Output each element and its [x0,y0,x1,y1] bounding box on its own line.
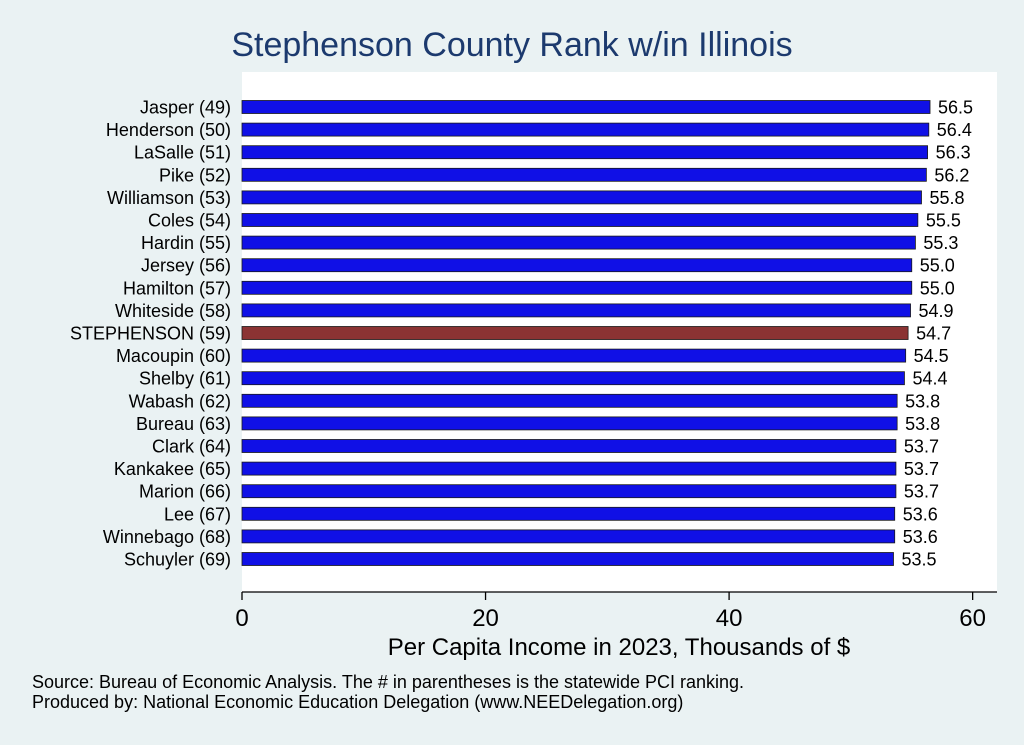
category-label: Pike (52) [159,165,231,185]
category-label: Schuyler (69) [124,550,231,570]
x-tick-label: 0 [235,605,248,632]
value-label: 56.5 [938,98,973,118]
bar [241,122,930,137]
bar [241,235,916,250]
category-labels-group: Jasper (49) 56.5 Henderson (50) 56.4 LaSalle… [70,98,973,570]
bar [241,258,913,273]
value-label: 53.7 [904,437,939,457]
source-note: Source: Bureau of Economic Analysis. The… [32,672,745,692]
category-label: Whiteside (58) [115,301,231,321]
category-label: Marion (66) [139,482,231,502]
category-label: Coles (54) [148,211,231,231]
bar [241,371,905,386]
bar [241,213,919,227]
category-label: STEPHENSON (59) [70,324,231,344]
category-label: LaSalle (51) [134,143,231,163]
value-label: 53.6 [903,527,938,547]
value-label: 56.3 [936,143,971,163]
category-label: Lee (67) [164,504,231,524]
bar [241,484,897,499]
value-label: 53.6 [903,504,938,524]
category-label: Williamson (53) [107,188,231,208]
value-label: 53.7 [904,459,939,479]
bar [241,393,898,408]
x-axis-ticks-group: 0 20 40 60 [235,592,986,632]
bar [241,461,897,476]
chart-title: Stephenson County Rank w/in Illinois [231,26,793,64]
bar [241,167,927,182]
x-axis-label: Per Capita Income in 2023, Thousands of … [388,634,851,661]
bar [241,348,907,363]
bar-highlight [241,326,909,340]
value-label: 54.7 [916,324,951,344]
category-label: Clark (64) [152,437,231,457]
value-label: 55.0 [920,256,955,276]
bar [241,506,896,521]
value-label: 53.8 [905,391,940,411]
category-label: Hamilton (57) [123,278,231,298]
value-label: 55.0 [920,278,955,298]
bar [241,552,894,566]
category-label: Jasper (49) [140,98,231,118]
bar [241,529,896,544]
category-label: Jersey (56) [141,256,231,276]
value-label: 55.8 [930,188,965,208]
bar [241,145,928,160]
bar [241,416,898,431]
category-label: Macoupin (60) [116,346,231,366]
category-label: Bureau (63) [136,414,231,434]
category-label: Shelby (61) [139,369,231,389]
value-label: 56.4 [937,120,972,140]
value-label: 54.9 [919,301,954,321]
x-tick-label: 60 [959,605,986,632]
bars-group [241,100,931,566]
x-tick-label: 20 [472,605,499,632]
bar [241,439,897,453]
bar [241,190,922,205]
category-label: Hardin (55) [141,233,231,253]
category-label: Henderson (50) [106,120,231,140]
value-label: 53.8 [905,414,940,434]
value-label: 54.4 [912,369,947,389]
value-label: 55.3 [923,233,958,253]
x-tick-label: 40 [716,605,743,632]
value-label: 55.5 [926,211,961,231]
value-label: 54.5 [914,346,949,366]
producer-note: Produced by: National Economic Education… [32,692,684,712]
bar [241,303,911,318]
bar [241,280,913,295]
value-label: 53.7 [904,482,939,502]
category-label: Winnebago (68) [103,527,231,547]
category-label: Kankakee (65) [114,459,231,479]
value-label: 56.2 [934,165,969,185]
category-label: Wabash (62) [129,391,231,411]
bar [241,100,931,114]
value-label: 53.5 [901,550,936,570]
